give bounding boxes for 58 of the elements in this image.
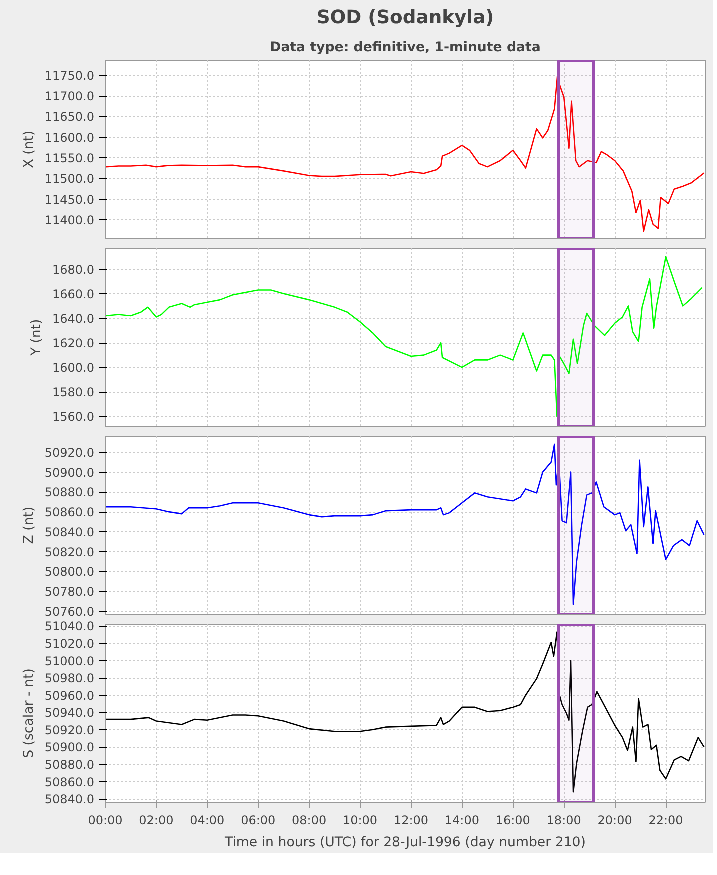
y-tick-label: 51040.0 [44,620,94,634]
chart-subtitle: Data type: definitive, 1-minute data [270,40,541,56]
x-tick-label: 10:00 [342,814,378,828]
y-tick-label: 50940.0 [44,706,94,720]
x-tick-label: 14:00 [444,814,480,828]
line-series [106,68,705,232]
y-tick-label: 50920.0 [44,446,94,460]
x-tick-label: 04:00 [190,814,225,828]
y-tick-label: 50880.0 [44,486,94,500]
y-tick-label: 1620.0 [52,336,95,351]
y-tick-label: 50800.0 [44,565,94,580]
y-tick-label: 1580.0 [52,386,95,400]
line-series [106,444,705,606]
y-axis-title: Z (nt) [22,506,37,544]
y-tick-label: 50820.0 [44,545,94,560]
y-axis-title: Y (nt) [30,319,45,357]
y-tick-label: 50860.0 [44,775,94,790]
y-tick-label: 1640.0 [52,312,95,326]
y-tick-label: 50840.0 [44,792,94,807]
y-tick-label: 1560.0 [52,410,95,424]
y-tick-label: 50900.0 [44,466,94,480]
x-tick-label: 16:00 [496,814,530,828]
y-tick-label: 50980.0 [44,672,94,686]
x-axis-title: Time in hours (UTC) for 28-Jul-1996 (day number 210) [224,836,586,850]
y-tick-label: 51000.0 [44,654,94,668]
line-series [106,256,704,418]
x-tick-label: 00:00 [88,814,123,828]
chart-title: SOD (Sodankyla) [316,8,494,28]
y-tick-label: 51020.0 [44,637,94,652]
x-tick-label: 02:00 [139,814,174,828]
y-tick-label: 1600.0 [52,361,95,376]
x-tick-label: 06:00 [241,814,276,828]
y-tick-label: 11550.0 [44,151,94,166]
x-tick-label: 20:00 [598,814,632,828]
line-series [106,632,705,793]
y-tick-label: 11750.0 [44,68,94,83]
y-tick-label: 11650.0 [44,110,94,124]
y-tick-label: 50840.0 [44,525,94,540]
y-tick-label: 11600.0 [44,130,94,145]
y-tick-label: 11450.0 [44,192,94,207]
y-tick-label: 50860.0 [44,506,94,520]
y-tick-label: 11400.0 [44,213,94,228]
x-tick-label: 22:00 [648,814,684,828]
x-tick-label: 12:00 [394,814,429,828]
y-tick-label: 11700.0 [44,90,94,104]
y-tick-label: 50780.0 [44,585,94,600]
y-tick-label: 50760.0 [44,605,94,620]
x-tick-label: 08:00 [292,814,327,828]
y-tick-label: 50900.0 [44,740,94,755]
y-axis-title: S (scalar - nt) [22,668,37,758]
y-tick-label: 50880.0 [44,758,94,772]
y-tick-label: 50960.0 [44,688,94,703]
y-tick-label: 1680.0 [52,262,95,277]
y-tick-label: 1660.0 [52,287,95,302]
y-axis-title: X (nt) [22,130,37,168]
x-tick-label: 18:00 [546,814,582,828]
y-tick-label: 50920.0 [44,723,94,738]
y-tick-label: 11500.0 [44,172,94,186]
